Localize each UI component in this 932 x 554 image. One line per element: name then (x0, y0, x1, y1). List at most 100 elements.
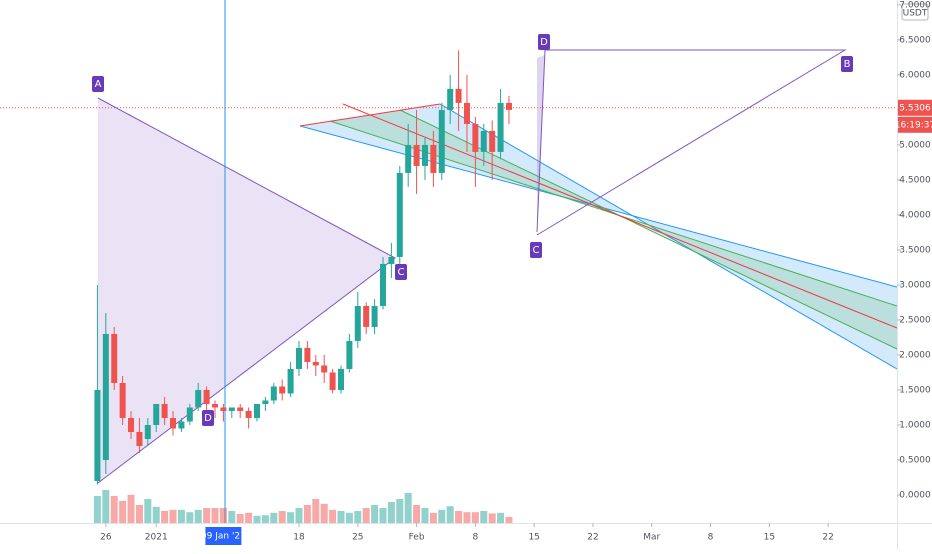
volume-bar (152, 506, 160, 523)
drawing-label: B (844, 59, 851, 70)
volume-bar (102, 490, 110, 523)
candle-body (388, 256, 395, 264)
candle-body (413, 144, 420, 166)
drawings (97, 0, 898, 523)
x-tick-label: 18 (293, 533, 305, 543)
volume-bar (194, 509, 202, 523)
volume-bar (463, 512, 471, 523)
label-box (202, 410, 214, 426)
volume-bar (253, 515, 261, 523)
y-tick-label: 7.0000 (899, 0, 931, 10)
volume-bar (371, 505, 379, 523)
volume-bar (362, 508, 370, 523)
drawing-label: D (204, 413, 212, 424)
pitchfork-line (299, 125, 898, 288)
volume-bar (261, 515, 269, 523)
volume-bar (480, 511, 488, 523)
volume-bar (413, 505, 421, 523)
volume-bar (144, 499, 152, 523)
crosshair-x-label: 09 Jan '21 (201, 532, 246, 542)
candle-body (262, 400, 269, 404)
volume-bar (421, 508, 429, 523)
pitchfork-base (299, 103, 441, 127)
label-box (395, 264, 407, 280)
candle-body (489, 130, 496, 152)
candle-body (304, 347, 311, 362)
currency[interactable]: USDT (903, 9, 928, 19)
candle-body (455, 88, 462, 103)
volume-bar (278, 511, 286, 523)
candle-body (346, 340, 353, 369)
volume-bar (203, 508, 211, 523)
volume-bar (228, 511, 236, 523)
candle-body (421, 144, 428, 166)
pitchfork-median (342, 103, 898, 329)
candle-body (329, 372, 336, 390)
label-box (530, 242, 542, 258)
volume-bar (287, 512, 295, 523)
candle-body (405, 144, 412, 173)
candle-body (212, 403, 219, 408)
candle-body (161, 403, 168, 418)
candle-body (447, 88, 454, 110)
volume-bar (404, 493, 412, 523)
volume-bar (471, 512, 479, 523)
x-tick-label: 26 (100, 533, 112, 543)
volume-bar (211, 508, 219, 523)
volume-bar (505, 517, 513, 523)
label-box (92, 76, 104, 92)
x-tick-label: 25 (352, 533, 363, 543)
countdown: 16:19:37 (895, 120, 932, 130)
y-tick-label: 1.5000 (899, 385, 931, 395)
label-box (538, 34, 550, 50)
candle-body (505, 102, 512, 110)
candle-body (178, 421, 185, 429)
candle-body (438, 109, 445, 173)
crosshair-x-box (205, 527, 242, 545)
candle-body (136, 431, 143, 446)
y-tick-label: 4.0000 (899, 210, 931, 220)
pitchfork-line (439, 103, 898, 370)
candle-body (363, 305, 370, 327)
volume-bar (329, 509, 337, 523)
candle-body (94, 389, 101, 481)
drawing-label: C (533, 245, 540, 256)
volume-bar (337, 511, 345, 523)
candle-body (237, 407, 244, 411)
volume-bar (497, 512, 505, 523)
drawing-label: C (398, 267, 405, 278)
candle-body (220, 407, 227, 411)
candle-body (287, 368, 294, 394)
drawing-label: A (95, 79, 102, 90)
volume-bar (303, 505, 311, 523)
candle-body (337, 368, 344, 390)
volume-bar (295, 508, 303, 523)
volume-bar (379, 508, 387, 523)
x-tick-label: Feb (409, 533, 425, 543)
x-tick-label: 2021 (145, 533, 168, 543)
volume-bar (488, 513, 496, 523)
candle-body (430, 144, 437, 173)
volume-bar (320, 503, 328, 523)
label-box (841, 56, 853, 72)
candle-body (144, 424, 151, 439)
pattern-line (536, 49, 847, 236)
volume-bar (312, 499, 320, 523)
x-tick-label: 8 (473, 533, 479, 543)
candle-body (153, 403, 160, 425)
candle-body (463, 102, 470, 124)
currency-box[interactable] (901, 3, 929, 21)
candle-body (379, 263, 386, 306)
candle-body (396, 172, 403, 257)
y-tick-label: 2.0000 (899, 350, 931, 360)
y-tick-label: 0.5000 (899, 455, 931, 465)
candle-body (312, 361, 319, 366)
y-tick-label: 5.0000 (899, 140, 931, 150)
volume-bar (429, 512, 437, 523)
volume-bar (438, 509, 446, 523)
volume-bar (245, 512, 253, 523)
candle-body (245, 410, 252, 418)
candle-body (228, 407, 235, 411)
drawing-label: D (540, 37, 548, 48)
pitchfork-inner-fill (330, 110, 897, 349)
